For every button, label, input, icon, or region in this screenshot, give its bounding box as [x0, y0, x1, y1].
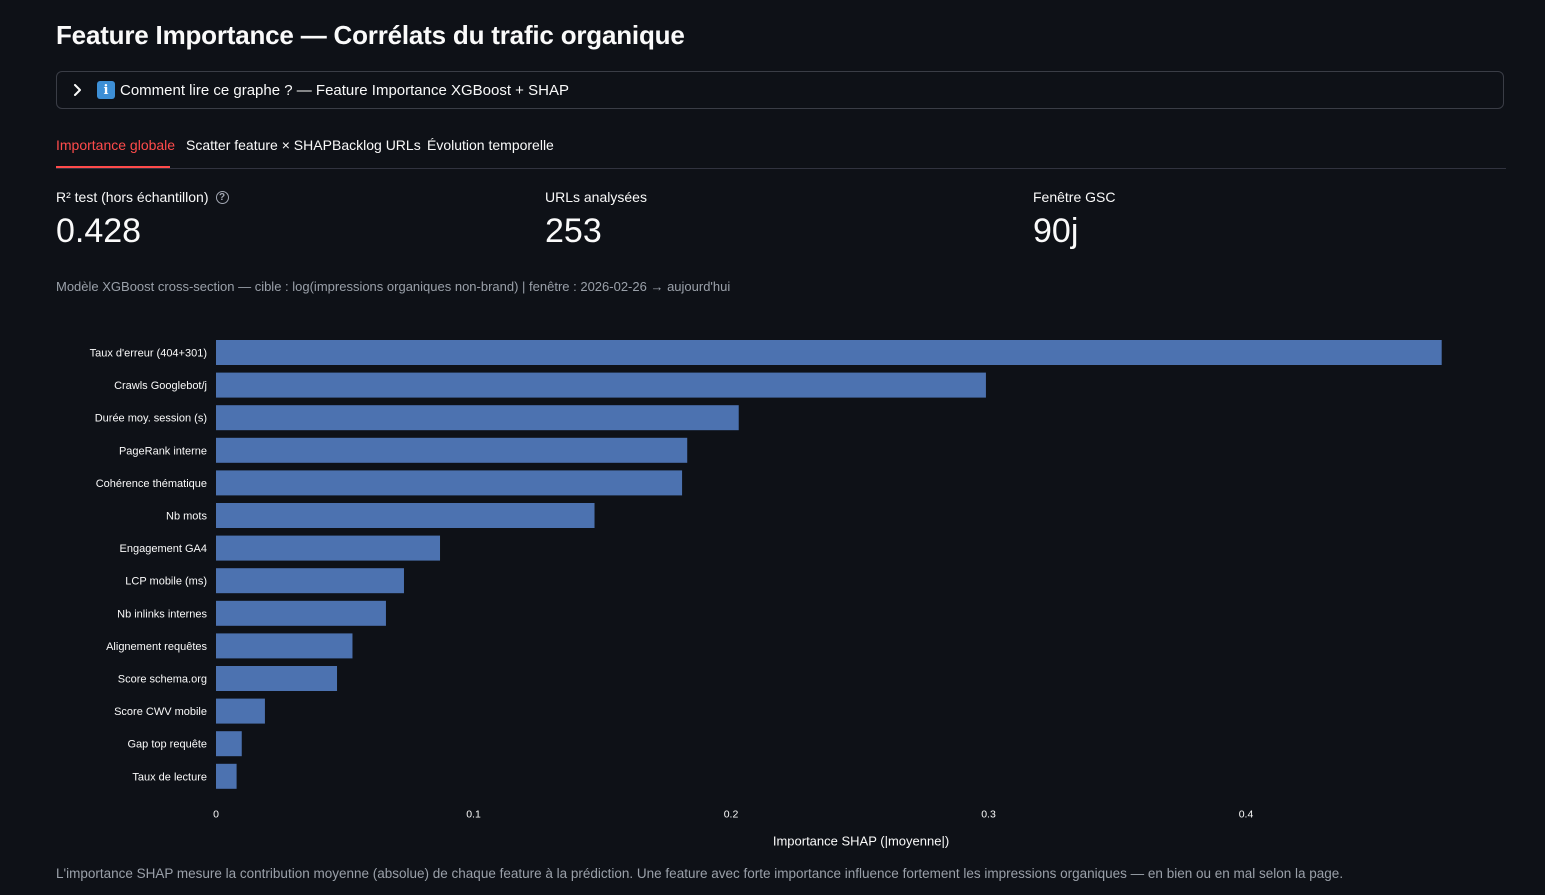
bar	[216, 437, 688, 463]
tab-importance-globale[interactable]: Importance globale	[56, 137, 176, 153]
y-tick-label: Cohérence thématique	[96, 478, 207, 490]
help-expander[interactable]: i Comment lire ce graphe ? — Feature Imp…	[56, 71, 1504, 109]
chevron-right-icon	[73, 84, 85, 96]
x-tick-label: 0.2	[724, 808, 739, 820]
info-icon: i	[97, 81, 115, 99]
y-tick-label: Durée moy. session (s)	[95, 413, 207, 425]
y-tick-label: Gap top requête	[127, 739, 207, 751]
y-tick-label: PageRank interne	[119, 445, 207, 457]
bar	[216, 763, 237, 789]
x-tick-label: 0	[213, 808, 219, 820]
bar-chart-svg: Taux d'erreur (404+301) Crawls Googlebot/…	[90, 340, 1442, 848]
metric-r2: R² test (hors échantillon) ? 0.428	[56, 189, 229, 248]
bar	[216, 470, 683, 496]
y-tick-label: Taux de lecture	[132, 771, 207, 783]
x-tick-label: 0.1	[466, 808, 481, 820]
y-tick-label: Nb inlinks internes	[117, 608, 207, 620]
bar	[216, 731, 242, 757]
metric-label: URLs analysées	[545, 189, 647, 205]
metric-window: Fenêtre GSC 90j	[1033, 189, 1115, 248]
y-tick-label: LCP mobile (ms)	[125, 576, 207, 588]
tab-backlog-urls[interactable]: Backlog URLs	[332, 137, 421, 153]
x-tick-label: 0.3	[981, 808, 996, 820]
bar	[216, 568, 404, 594]
bar	[216, 633, 353, 659]
expander-label: Comment lire ce graphe ? — Feature Impor…	[120, 81, 569, 99]
bar	[216, 698, 265, 724]
x-tick-label: 0.4	[1239, 808, 1254, 820]
tab-evolution-temporelle[interactable]: Évolution temporelle	[427, 137, 554, 153]
bar	[216, 372, 986, 398]
metric-value: 253	[545, 212, 602, 250]
bar	[216, 503, 595, 528]
metric-value: 0.428	[56, 212, 142, 250]
y-tick-label: Crawls Googlebot/j	[114, 380, 207, 392]
y-tick-label: Alignement requêtes	[106, 641, 207, 653]
active-tab-indicator	[56, 166, 170, 168]
y-tick-label: Nb mots	[166, 511, 207, 523]
metric-label: R² test (hors échantillon)	[56, 189, 209, 205]
tab-scatter-feature-shap[interactable]: Scatter feature × SHAP	[186, 137, 332, 153]
x-axis-label: Importance SHAP (|moyenne|)	[773, 833, 949, 848]
help-icon[interactable]: ?	[215, 190, 229, 204]
footer-caption: L'importance SHAP mesure la contribution…	[56, 866, 1344, 881]
feature-importance-chart: Taux d'erreur (404+301) Crawls Googlebot/…	[0, 320, 1545, 850]
page-title: Feature Importance — Corrélats du trafic…	[56, 20, 685, 50]
metric-urls: URLs analysées 253	[545, 189, 647, 248]
y-tick-label: Score CWV mobile	[114, 706, 207, 718]
y-tick-label: Taux d'erreur (404+301)	[90, 348, 207, 360]
bar	[216, 666, 338, 691]
metric-value: 90j	[1033, 212, 1079, 250]
metric-label: Fenêtre GSC	[1033, 189, 1116, 205]
bar	[216, 405, 739, 431]
tab-bar: Importance globale Scatter feature × SHA…	[56, 130, 1506, 169]
y-tick-label: Engagement GA4	[120, 543, 207, 555]
model-caption: Modèle XGBoost cross-section — cible : l…	[56, 279, 731, 294]
y-tick-label: Score schema.org	[118, 674, 207, 686]
bar	[216, 600, 386, 626]
bar	[216, 340, 1442, 365]
bar	[216, 535, 441, 561]
